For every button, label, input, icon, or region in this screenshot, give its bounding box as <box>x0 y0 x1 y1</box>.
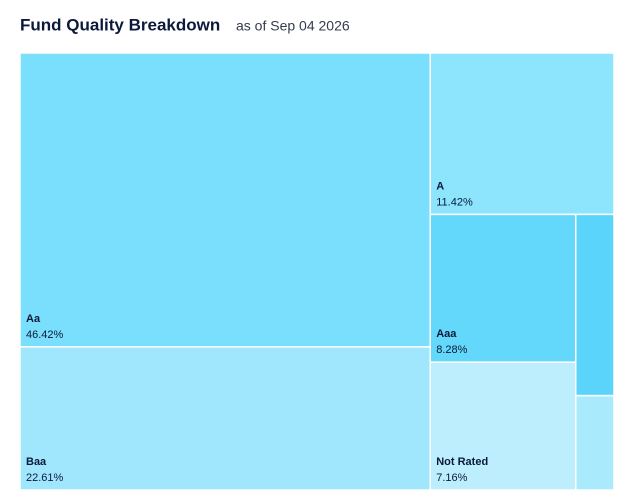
cell-value: 46.42% <box>26 329 64 341</box>
cell-value: 22.61% <box>26 472 64 484</box>
treemap-cell <box>574 213 615 397</box>
cell-label: A <box>436 180 444 192</box>
cell-value: 11.42% <box>436 196 473 208</box>
cell-label: Aaa <box>436 328 457 340</box>
cell-value: 8.28% <box>436 344 467 356</box>
cell-value: 7.16% <box>436 472 467 484</box>
cell-label: Baa <box>26 456 47 468</box>
treemap-cell <box>429 361 577 491</box>
cell-label: Aa <box>26 313 41 325</box>
chart-subtitle: as of Sep 04 2026 <box>236 18 350 34</box>
treemap-cell <box>429 213 577 363</box>
treemap-cell <box>19 346 431 491</box>
treemap-cell <box>574 394 615 491</box>
treemap-cell <box>19 52 431 348</box>
cell-label: Not Rated <box>436 456 488 468</box>
treemap-cell <box>429 52 615 216</box>
chart-title: Fund Quality Breakdown <box>20 15 220 34</box>
